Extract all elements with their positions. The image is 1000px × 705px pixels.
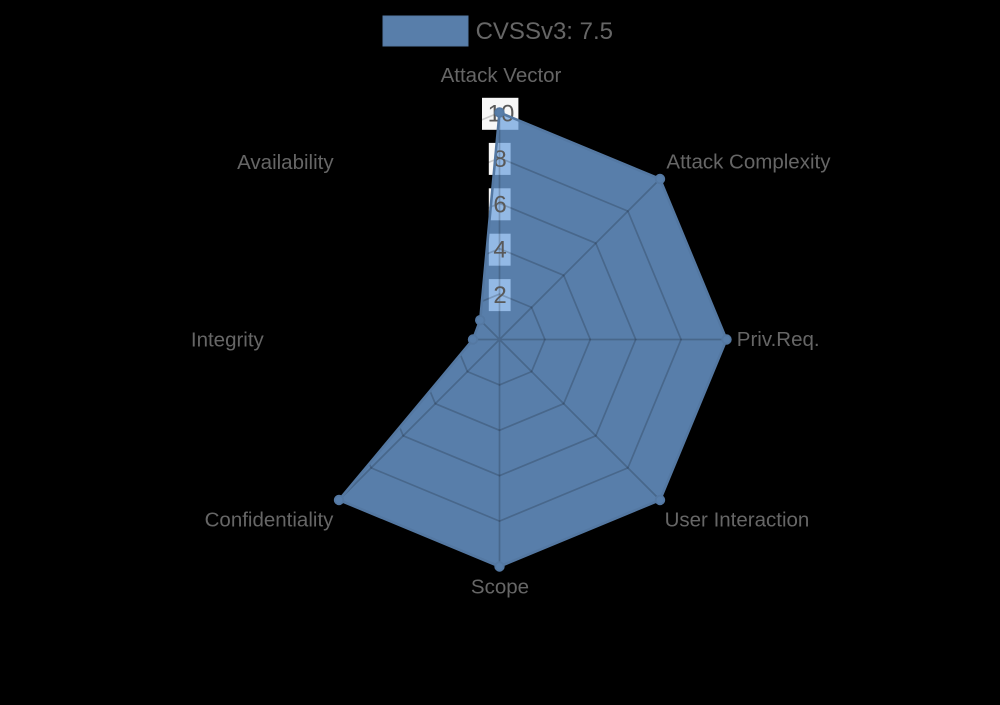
svg-text:Priv.Req.: Priv.Req. [737,328,820,351]
svg-text:Confidentiality: Confidentiality [205,509,335,532]
svg-text:Integrity: Integrity [191,329,265,352]
svg-text:User Interaction: User Interaction [665,509,810,532]
svg-text:2: 2 [493,282,506,309]
svg-text:Attack Complexity: Attack Complexity [666,151,831,174]
svg-text:Availability: Availability [237,151,334,174]
svg-text:Attack Vector: Attack Vector [441,64,562,87]
svg-text:4: 4 [493,237,506,264]
svg-text:6: 6 [493,191,506,218]
svg-text:CVSSv3: 7.5: CVSSv3: 7.5 [476,18,613,45]
svg-text:Scope: Scope [471,576,529,599]
